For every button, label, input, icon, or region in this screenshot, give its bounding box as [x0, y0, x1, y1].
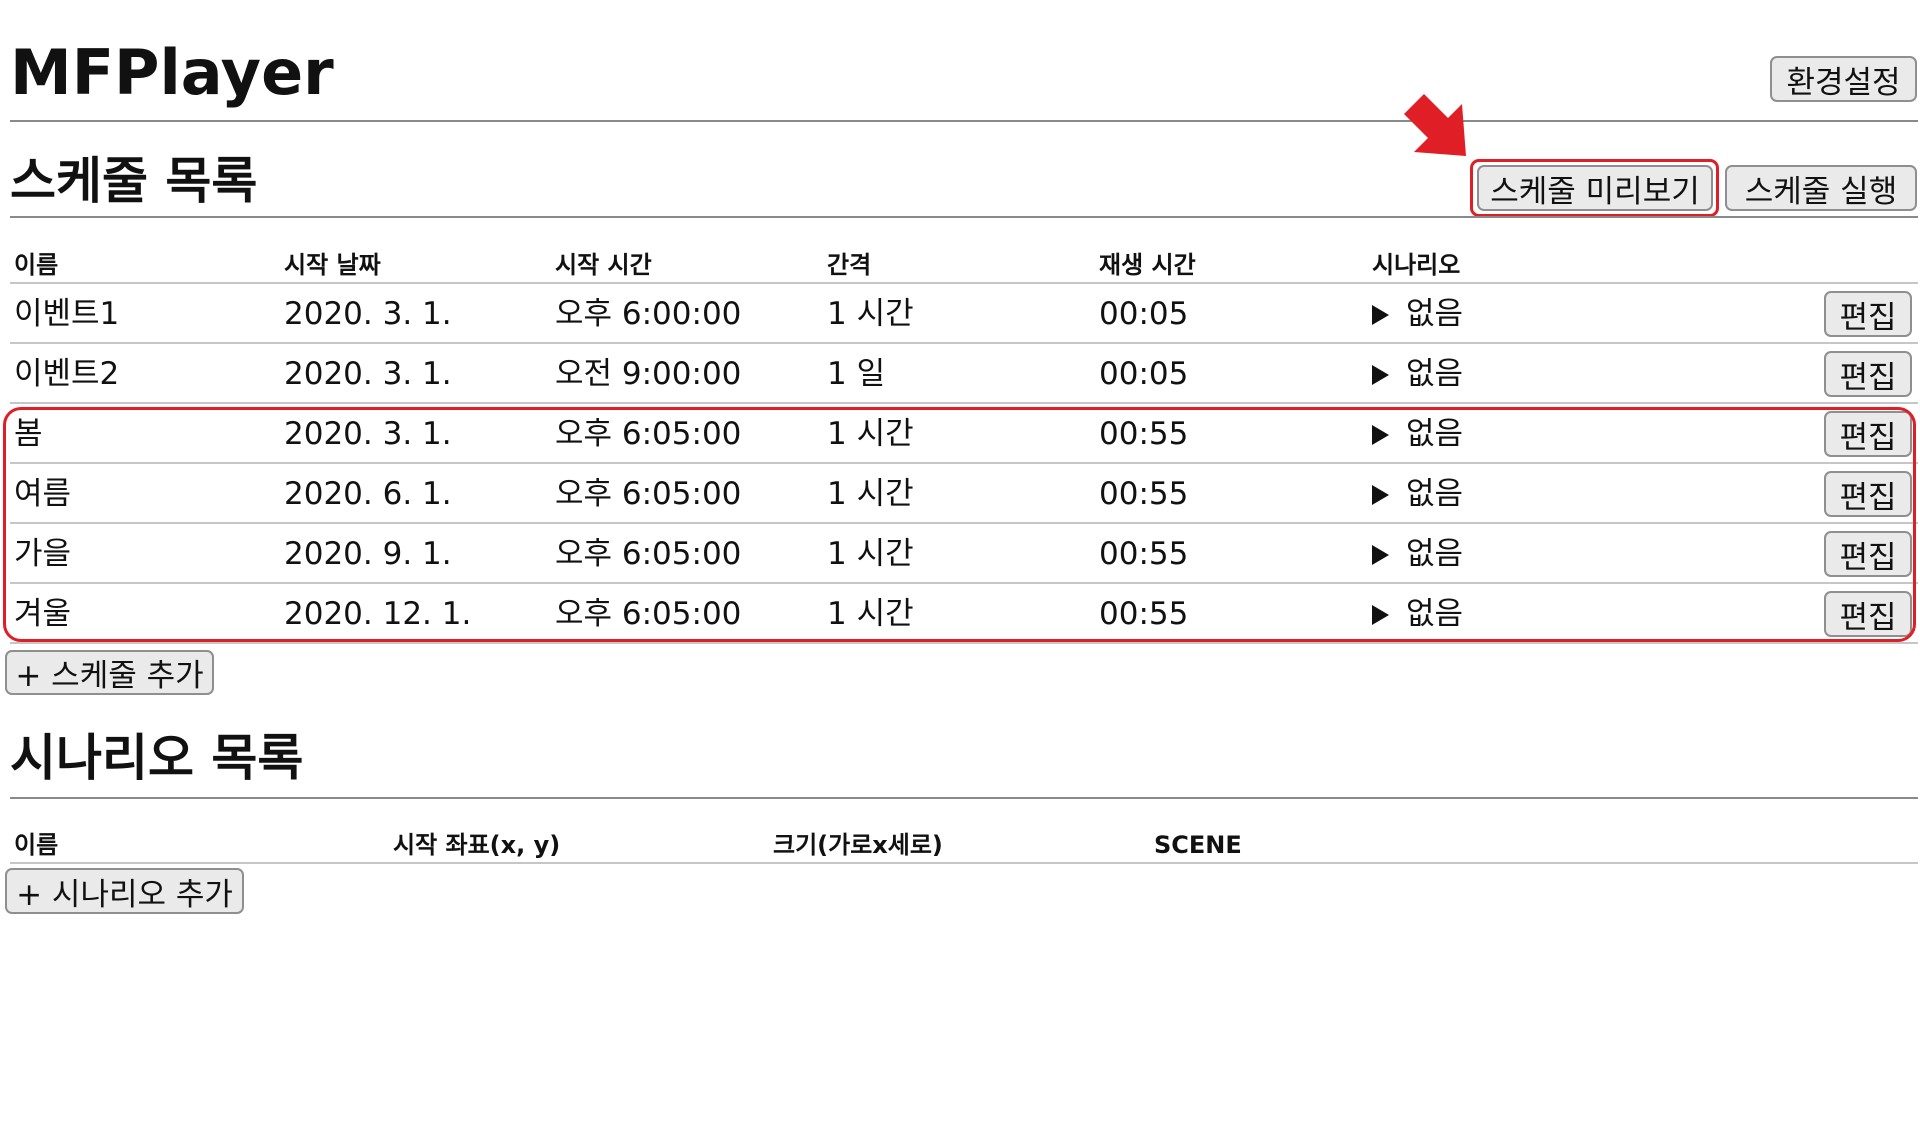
column-header-start-date: 시작 날짜 [284, 251, 381, 279]
column-header-size: 크기(가로x세로) [773, 831, 943, 859]
row-scenario: 없음 [1406, 476, 1464, 512]
row-start-date: 2020. 12. 1. [284, 596, 472, 632]
row-name: 이벤트2 [14, 356, 120, 392]
row-name: 가을 [14, 536, 72, 572]
row-separator [10, 642, 1918, 644]
row-name: 이벤트1 [14, 296, 120, 332]
row-separator [10, 342, 1918, 344]
schedule-preview-button[interactable]: 스케줄 미리보기 [1477, 165, 1713, 211]
row-duration: 00:05 [1099, 356, 1189, 392]
edit-button[interactable]: 편집 [1824, 591, 1912, 637]
row-start-time: 오후 6:05:00 [555, 416, 742, 452]
schedule-run-button[interactable]: 스케줄 실행 [1725, 165, 1917, 211]
row-name: 겨울 [14, 596, 72, 632]
row-name: 봄 [14, 416, 43, 452]
row-scenario: 없음 [1406, 296, 1464, 332]
play-icon[interactable] [1372, 485, 1389, 505]
annotation-arrow-icon [1404, 94, 1466, 156]
table-header-separator [10, 862, 1918, 864]
edit-button[interactable]: 편집 [1824, 471, 1912, 517]
schedule-section-title: 스케줄 목록 [10, 152, 258, 210]
row-separator [10, 462, 1918, 464]
column-header-name: 이름 [14, 251, 59, 279]
edit-button[interactable]: 편집 [1824, 351, 1912, 397]
row-start-date: 2020. 6. 1. [284, 476, 452, 512]
row-start-time: 오후 6:05:00 [555, 596, 742, 632]
table-header-separator [10, 282, 1918, 284]
row-interval: 1 시간 [827, 536, 914, 572]
row-duration: 00:55 [1099, 596, 1189, 632]
row-start-date: 2020. 3. 1. [284, 356, 452, 392]
row-duration: 00:55 [1099, 536, 1189, 572]
column-header-interval: 간격 [827, 251, 872, 279]
row-start-time: 오후 6:00:00 [555, 296, 742, 332]
app-title: MFPlayer [10, 36, 334, 109]
row-separator [10, 522, 1918, 524]
add-schedule-button[interactable]: + 스케줄 추가 [5, 650, 214, 695]
column-header-start-coords: 시작 좌표(x, y) [393, 831, 561, 859]
row-interval: 1 일 [827, 356, 886, 392]
row-scenario: 없음 [1406, 356, 1464, 392]
row-interval: 1 시간 [827, 476, 914, 512]
row-separator [10, 582, 1918, 584]
row-start-date: 2020. 3. 1. [284, 296, 452, 332]
edit-button[interactable]: 편집 [1824, 531, 1912, 577]
row-interval: 1 시간 [827, 416, 914, 452]
row-start-date: 2020. 9. 1. [284, 536, 452, 572]
row-start-date: 2020. 3. 1. [284, 416, 452, 452]
column-header-start-time: 시작 시간 [555, 251, 652, 279]
row-interval: 1 시간 [827, 296, 914, 332]
edit-button[interactable]: 편집 [1824, 411, 1912, 457]
row-start-time: 오후 6:05:00 [555, 536, 742, 572]
play-icon[interactable] [1372, 365, 1389, 385]
column-header-name: 이름 [14, 831, 59, 859]
row-separator [10, 402, 1918, 404]
row-duration: 00:05 [1099, 296, 1189, 332]
row-duration: 00:55 [1099, 476, 1189, 512]
play-icon[interactable] [1372, 545, 1389, 565]
edit-button[interactable]: 편집 [1824, 291, 1912, 337]
row-scenario: 없음 [1406, 536, 1464, 572]
add-scenario-button[interactable]: + 시나리오 추가 [5, 868, 244, 914]
row-name: 여름 [14, 476, 72, 512]
row-start-time: 오후 6:05:00 [555, 476, 742, 512]
play-icon[interactable] [1372, 605, 1389, 625]
play-icon[interactable] [1372, 425, 1389, 445]
scenario-section-title: 시나리오 목록 [10, 729, 304, 787]
play-icon[interactable] [1372, 305, 1389, 325]
scenario-section-divider [10, 797, 1918, 799]
schedule-section-divider [10, 216, 1918, 218]
row-scenario: 없음 [1406, 416, 1464, 452]
column-header-scene: SCENE [1154, 831, 1242, 859]
row-interval: 1 시간 [827, 596, 914, 632]
header-divider [10, 120, 1918, 122]
row-duration: 00:55 [1099, 416, 1189, 452]
row-start-time: 오전 9:00:00 [555, 356, 742, 392]
column-header-duration: 재생 시간 [1099, 251, 1196, 279]
column-header-scenario: 시나리오 [1372, 251, 1461, 279]
row-scenario: 없음 [1406, 596, 1464, 632]
settings-button[interactable]: 환경설정 [1770, 56, 1917, 102]
